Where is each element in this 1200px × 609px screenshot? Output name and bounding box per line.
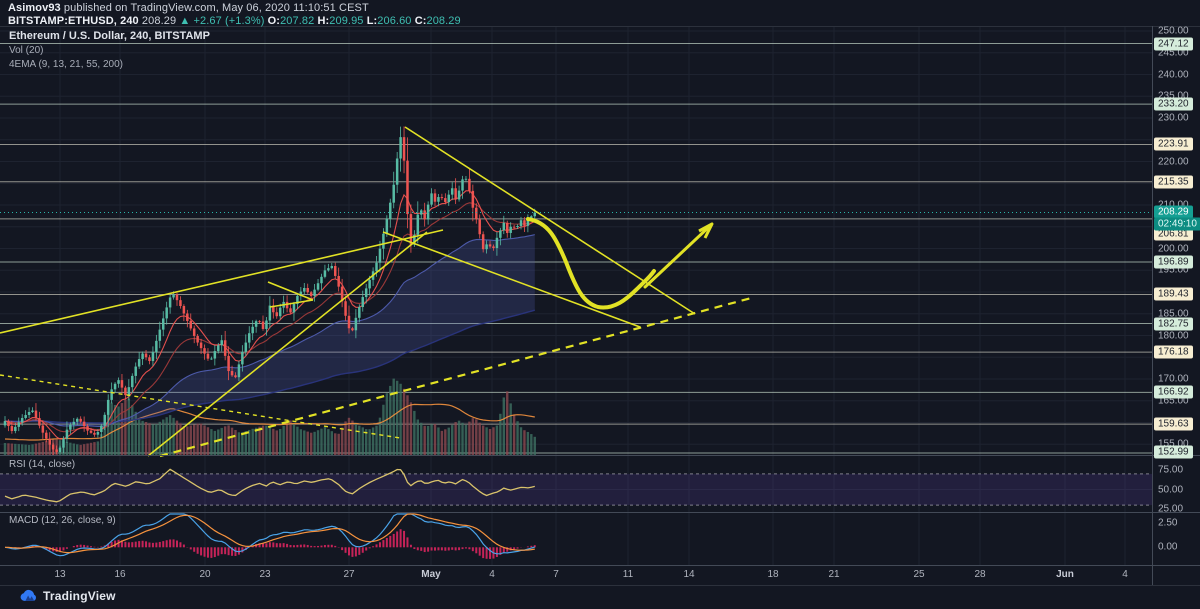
price-axis-tick[interactable]: 240.00 [1158,69,1189,80]
close-value: 208.29 [426,15,461,27]
rsi-indicator-label[interactable]: RSI (14, close) [9,459,76,470]
price-level-label[interactable]: 166.92 [1154,385,1193,399]
price-change: ▲ +2.67 (+1.3%) [179,15,265,27]
price-axis-tick[interactable]: 210.00 [1158,200,1189,211]
time-axis-label[interactable]: 11 [622,569,634,580]
macd-axis-tick[interactable]: 0.00 [1158,541,1178,553]
price-axis-tick[interactable]: 250.00 [1158,25,1189,37]
price-axis-tick[interactable]: 170.00 [1158,373,1189,385]
rsi-axis-tick[interactable]: 75.00 [1158,464,1184,476]
price-axis-tick[interactable]: 195.00 [1158,264,1189,276]
price-level-label[interactable]: 223.91 [1154,137,1193,151]
price-axis-tick[interactable]: 155.00 [1158,439,1189,450]
drawing-pennant-lower [269,299,314,308]
price-axis-tick[interactable]: 185.00 [1158,308,1189,320]
close-label: C: [414,15,427,27]
price-level-label[interactable]: 206.81 [1154,227,1193,241]
bar-countdown-label: 02:49:10 [1154,217,1200,230]
time-axis-label[interactable]: 28 [974,569,986,580]
time-axis-label[interactable]: 14 [683,569,695,580]
price-axis-tick[interactable]: 165.00 [1158,395,1189,407]
price-level-label[interactable]: 182.75 [1154,317,1193,331]
time-axis-label[interactable]: 20 [199,569,211,580]
price-level-label[interactable]: 196.89 [1154,255,1193,269]
drawing-projection-arrow [643,223,713,289]
price-axis-tick[interactable]: 245.00 [1158,47,1189,59]
macd-axis-tick[interactable]: 2.50 [1158,517,1178,529]
time-axis-label[interactable]: 23 [259,569,271,580]
open-value: 207.82 [280,15,315,27]
price-axis-tick[interactable]: 220.00 [1158,156,1189,167]
price-level-label[interactable]: 159.63 [1154,417,1193,431]
time-axis-label[interactable]: 4 [1122,569,1128,580]
price-level-label[interactable]: 233.20 [1154,97,1193,111]
drawing-projection-curve [526,217,656,310]
volume-indicator-label[interactable]: Vol (20) [9,45,44,56]
rsi-axis-tick[interactable]: 25.00 [1158,503,1184,515]
publish-info: published on TradingView.com, May 06, 20… [60,2,369,14]
price-level-label[interactable]: 176.18 [1154,345,1193,359]
last-price: 208.29 [141,15,177,27]
ema-indicator-label[interactable]: 4EMA (9, 13, 21, 55, 200) [9,59,123,70]
time-axis-label[interactable]: 16 [114,569,126,580]
drawing-falling-resistance-apex [404,126,696,315]
current-price-label[interactable]: 208.29 [1154,205,1193,219]
symbol-name[interactable]: BITSTAMP:ETHUSD, 240 [8,15,139,27]
price-axis-tick[interactable]: 235.00 [1158,90,1189,102]
price-axis-tick[interactable]: 180.00 [1158,330,1189,341]
drawing-pennant-upper [267,281,314,301]
time-axis-label[interactable]: 18 [767,569,779,580]
low-label: L: [366,15,378,27]
low-value: 206.60 [377,15,412,27]
tradingview-cloud-icon [20,589,36,601]
price-level-label[interactable]: 247.12 [1154,37,1193,51]
time-axis-label[interactable]: 7 [553,569,559,580]
tradingview-logo[interactable]: TradingView [20,588,116,603]
time-axis-label[interactable]: 13 [54,569,66,580]
drawing-rising-dashed-target [159,295,756,458]
macd-indicator-label[interactable]: MACD (12, 26, close, 9) [9,515,116,526]
price-axis-tick[interactable]: 200.00 [1158,243,1189,254]
time-axis-label[interactable]: 4 [489,569,495,580]
high-label: H: [317,15,330,27]
rsi-axis-tick[interactable]: 50.00 [1158,484,1184,495]
drawing-falling-inner [382,231,641,328]
publish-header: Asimov93 published on TradingView.com, M… [8,2,369,14]
drawing-rising-support-long [0,229,444,334]
time-axis-label[interactable]: 25 [913,569,925,580]
open-label: O: [267,15,281,27]
tradingview-logo-text: TradingView [43,588,116,603]
time-axis-label[interactable]: 27 [343,569,355,580]
chart-legend-title[interactable]: Ethereum / U.S. Dollar, 240, BITSTAMP [9,30,210,42]
symbol-header: BITSTAMP:ETHUSD, 240 208.29 ▲ +2.67 (+1.… [8,15,461,27]
price-level-label[interactable]: 215.35 [1154,175,1193,189]
drawing-rising-support-steep [147,231,428,457]
author-name: Asimov93 [8,2,61,14]
time-axis-label[interactable]: May [421,569,441,580]
price-axis-tick[interactable]: 230.00 [1158,112,1189,124]
high-value: 209.95 [329,15,364,27]
price-level-label[interactable]: 189.43 [1154,287,1193,301]
drawing-falling-dashed-left [0,374,401,439]
price-level-label[interactable]: 152.99 [1154,445,1193,458]
time-axis-label[interactable]: Jun [1056,569,1074,580]
time-axis-label[interactable]: 21 [828,569,840,580]
